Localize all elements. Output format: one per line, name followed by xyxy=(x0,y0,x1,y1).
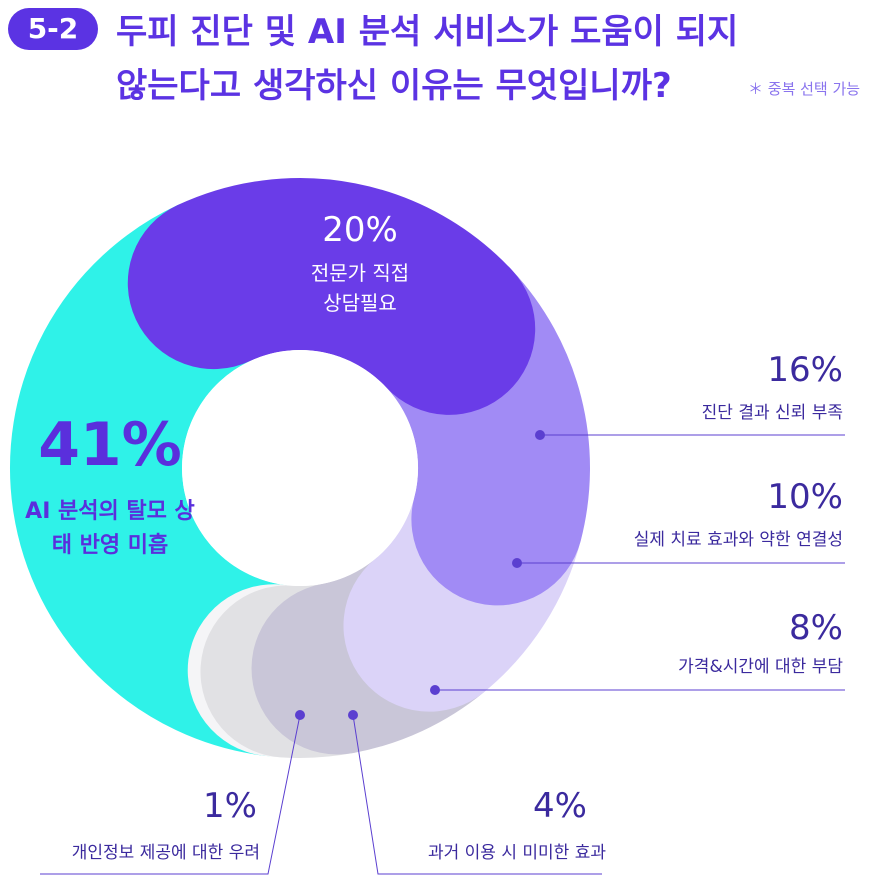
category-label: 전문가 직접 상담필요 xyxy=(310,261,410,315)
value-label: 4% xyxy=(533,786,587,826)
value-label: 20% xyxy=(322,210,398,250)
title-line: 두피 진단 및 AI 분석 서비스가 도움이 되지 xyxy=(116,12,739,52)
title-line: 않는다고 생각하신 이유는 무엇입니까? xyxy=(116,66,672,106)
leader-dot xyxy=(430,685,440,695)
category-label: 가격&시간에 대한 부담 xyxy=(678,657,843,677)
category-label: 진단 결과 신뢰 부족 xyxy=(701,403,843,423)
category-label: 실제 치료 효과와 약한 연결성 xyxy=(633,530,843,550)
leader-dot xyxy=(348,710,358,720)
value-label: 8% xyxy=(789,608,843,648)
donut-hole xyxy=(182,350,418,586)
value-label: 41% xyxy=(38,410,182,480)
leader-line xyxy=(352,714,602,875)
value-label: 16% xyxy=(767,350,843,390)
category-label: 개인정보 제공에 대한 우려 xyxy=(71,843,260,863)
badge: 5-2 xyxy=(8,8,98,50)
note: ＊ 중복 선택 가능 xyxy=(748,80,861,98)
category-label: AI 분석의 탈모 상태 반영 미흡 xyxy=(25,499,195,558)
donut-segment xyxy=(127,178,536,415)
value-label: 1% xyxy=(203,786,257,826)
leader-dot xyxy=(295,710,305,720)
category-label: 과거 이용 시 미미한 효과 xyxy=(427,843,606,863)
leader-dot xyxy=(535,430,545,440)
leader-line xyxy=(40,714,301,875)
leader-dot xyxy=(512,558,522,568)
value-label: 10% xyxy=(767,477,843,517)
